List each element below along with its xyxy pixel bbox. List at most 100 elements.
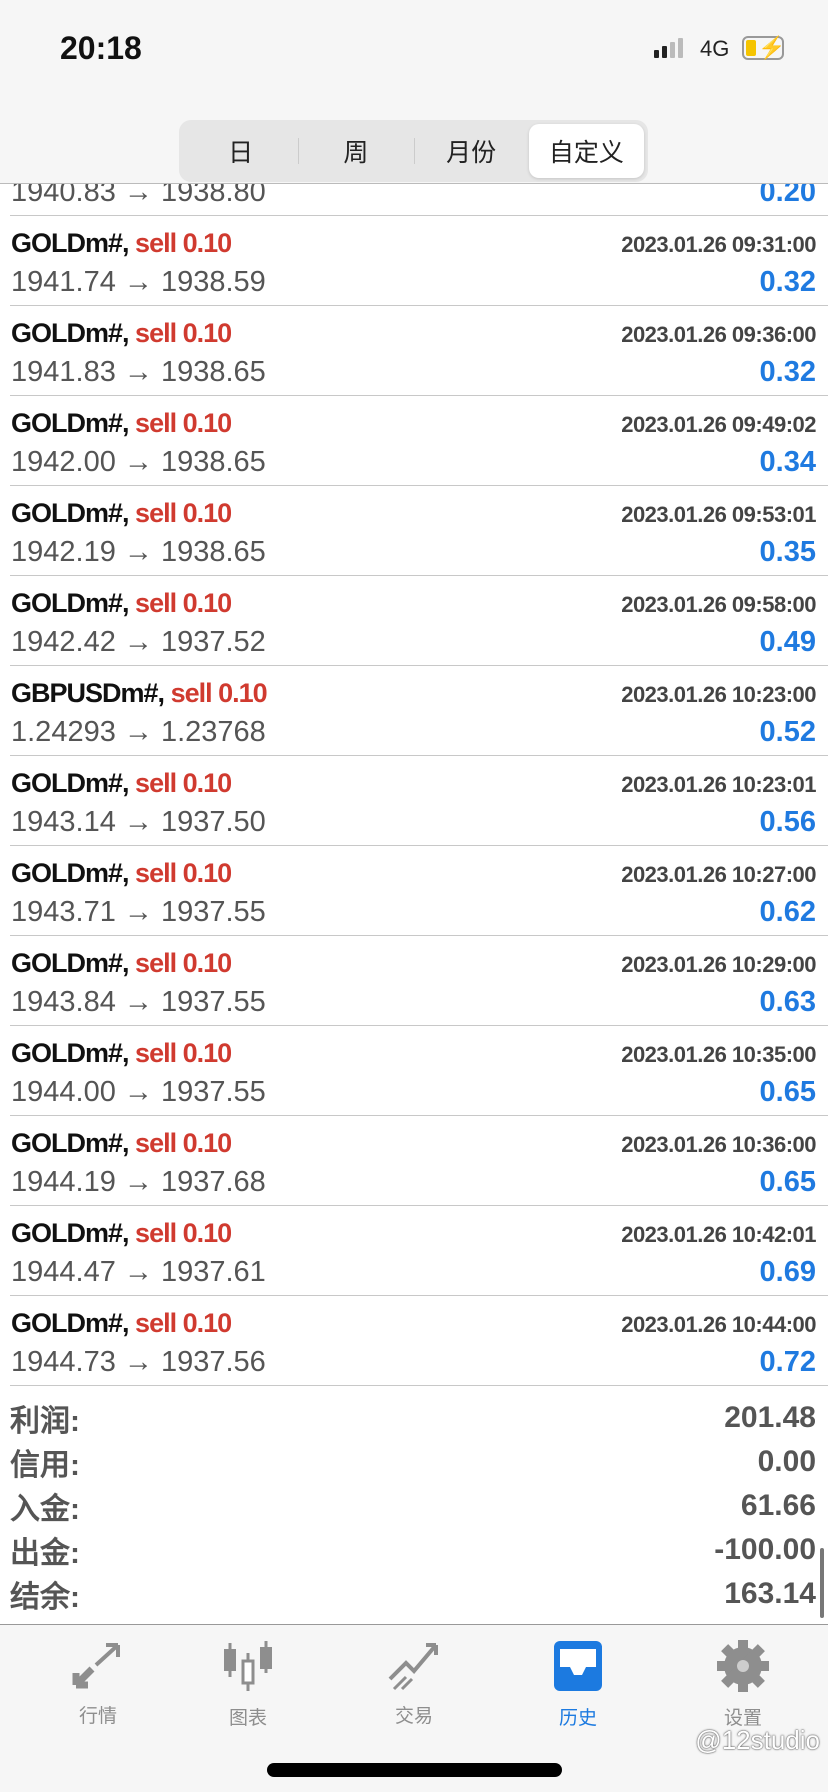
trade-time: 2023.01.26 10:23:00 [621,682,816,707]
symbol-name: GOLDm#, [11,1038,130,1068]
summary-row: 结余: 163.14 [0,1572,828,1616]
trade-time: 2023.01.26 10:44:00 [621,1312,816,1337]
trade-time: 2023.01.26 09:53:01 [621,502,816,527]
trade-profit: 0.32 [759,356,816,388]
table-row[interactable]: GOLDm#, sell 0.10 2023.01.26 09:31:00 19… [10,216,828,306]
segment-custom[interactable]: 自定义 [528,124,644,178]
table-row[interactable]: GOLDm#, sell 0.10 2023.01.26 09:53:01 19… [10,486,828,576]
summary-label: 入金: [10,1493,80,1526]
segment-week[interactable]: 周 [298,124,413,178]
trade-symbol: GOLDm#, sell 0.10 [11,408,232,439]
tab-trade[interactable]: 交易 [354,1639,474,1728]
watermark: @12studio [695,1725,820,1755]
trade-symbol: GOLDm#, sell 0.10 [11,228,232,259]
trade-profit: 0.72 [759,1346,816,1378]
trade-time: 2023.01.26 10:42:01 [621,1222,816,1247]
trade-time: 2023.01.26 09:31:00 [621,232,816,257]
trade-profit: 0.56 [759,806,816,838]
table-row[interactable]: GOLDm#, sell 0.10 2023.01.26 10:29:00 19… [10,936,828,1026]
scrollbar[interactable] [820,1548,824,1618]
table-row[interactable]: GOLDm#, sell 0.10 2023.01.26 10:27:00 19… [10,846,828,936]
table-row[interactable]: GOLDm#, sell 0.10 2023.01.26 09:49:02 19… [10,396,828,486]
table-row[interactable]: GOLDm#, sell 0.10 2023.01.26 10:44:00 19… [10,1296,828,1386]
table-row[interactable]: GOLDm#, sell 0.10 2023.01.26 10:35:00 19… [10,1026,828,1116]
segment-month[interactable]: 月份 [413,124,529,178]
trade-side-volume: sell 0.10 [135,408,232,438]
trade-time: 2023.01.26 09:36:00 [621,322,816,347]
symbol-name: GOLDm#, [11,408,130,438]
home-indicator[interactable] [267,1763,562,1777]
segment-day[interactable]: 日 [228,139,254,167]
summary-row: 出金: -100.00 [0,1528,828,1572]
history-list[interactable]: 1940.83 → 1938.80 0.20 GOLDm#, sell 0.10… [0,126,828,1386]
table-row[interactable]: GOLDm#, sell 0.10 2023.01.26 10:23:01 19… [10,756,828,846]
quotes-arrows-icon [72,1643,120,1689]
trade-symbol: GOLDm#, sell 0.10 [11,1038,232,1069]
trade-prices: 1943.71 → 1937.55 [11,896,266,928]
trade-symbol: GOLDm#, sell 0.10 [11,858,232,889]
trade-side-volume: sell 0.10 [135,498,232,528]
trade-side-volume: sell 0.10 [135,318,232,348]
trade-profit: 0.49 [759,626,816,658]
trade-prices: 1943.14 → 1937.50 [11,806,266,838]
symbol-name: GOLDm#, [11,1308,130,1338]
symbol-name: GBPUSDm#, [11,678,165,708]
tab-label: 交易 [394,1706,433,1727]
summary-panel: 利润: 201.48 信用: 0.00 入金: 61.66 出金: -100.00 结余: 163… [0,1396,828,1616]
trade-side-volume: sell 0.10 [135,228,232,258]
trade-symbol: GOLDm#, sell 0.10 [11,948,232,979]
period-segmented-control: 日 周 月份 自定义 [179,120,648,182]
trade-time: 2023.01.26 10:29:00 [621,952,816,977]
symbol-name: GOLDm#, [11,318,130,348]
table-row[interactable]: GBPUSDm#, sell 0.10 2023.01.26 10:23:00 … [10,666,828,756]
trade-side-volume: sell 0.10 [135,1308,232,1338]
summary-label: 利润: [10,1405,80,1438]
trade-symbol: GOLDm#, sell 0.10 [11,1218,232,1249]
trade-symbol: GOLDm#, sell 0.10 [11,768,232,799]
symbol-name: GOLDm#, [11,588,130,618]
network-label: 4G [700,36,730,61]
summary-row: 信用: 0.00 [0,1440,828,1484]
trade-symbol: GOLDm#, sell 0.10 [11,588,232,619]
trade-prices: 1.24293 → 1.23768 [11,716,266,748]
tab-label: 历史 [558,1708,597,1729]
trade-prices: 1942.42 → 1937.52 [11,626,266,658]
symbol-name: GOLDm#, [11,228,130,258]
trade-time: 2023.01.26 09:49:02 [621,412,816,437]
candlestick-icon [224,1641,272,1691]
summary-label: 结余: [10,1581,80,1614]
trade-prices: 1943.84 → 1937.55 [11,986,266,1018]
trade-prices: 1944.47 → 1937.61 [11,1256,266,1288]
trade-prices: 1944.73 → 1937.56 [11,1346,266,1378]
summary-row: 入金: 61.66 [0,1484,828,1528]
trade-symbol: GOLDm#, sell 0.10 [11,1308,232,1339]
tab-label: 设置 [723,1708,762,1729]
tab-settings[interactable]: 设置 [683,1639,803,1730]
trade-side-volume: sell 0.10 [135,768,232,798]
trade-prices: 1944.00 → 1937.55 [11,1076,266,1108]
status-bar: 20:18 4G ⚡ 日 周 月份 自定义 [0,0,828,183]
trade-side-volume: sell 0.10 [135,1038,232,1068]
trade-symbol: GBPUSDm#, sell 0.10 [11,678,268,709]
trade-time: 2023.01.26 10:36:00 [621,1132,816,1157]
signal-icon [654,38,683,58]
table-row[interactable]: GOLDm#, sell 0.10 2023.01.26 09:36:00 19… [10,306,828,396]
tab-label: 图表 [228,1708,267,1729]
table-row[interactable]: GOLDm#, sell 0.10 2023.01.26 10:36:00 19… [10,1116,828,1206]
summary-label: 信用: [10,1449,80,1482]
battery-charging-icon: ⚡ [742,35,785,60]
tab-history[interactable]: 历史 [518,1639,638,1730]
table-row[interactable]: GOLDm#, sell 0.10 2023.01.26 09:58:00 19… [10,576,828,666]
tab-chart[interactable]: 图表 [188,1639,308,1730]
summary-value: 201.48 [724,1401,816,1434]
tab-quotes[interactable]: 行情 [38,1639,158,1728]
table-row[interactable]: GOLDm#, sell 0.10 2023.01.26 10:42:01 19… [10,1206,828,1296]
trade-profit: 0.69 [759,1256,816,1288]
trade-prices: 1941.74 → 1938.59 [11,266,266,298]
trade-time: 2023.01.26 10:23:01 [621,772,816,797]
gear-icon [717,1640,769,1692]
trade-symbol: GOLDm#, sell 0.10 [11,318,232,349]
summary-value: 61.66 [740,1489,816,1522]
trade-side-volume: sell 0.10 [135,1218,232,1248]
trade-profit: 0.65 [759,1166,816,1198]
